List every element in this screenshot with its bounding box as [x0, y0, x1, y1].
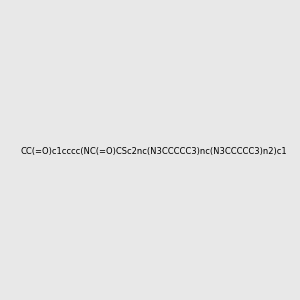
Text: CC(=O)c1cccc(NC(=O)CSc2nc(N3CCCCC3)nc(N3CCCCC3)n2)c1: CC(=O)c1cccc(NC(=O)CSc2nc(N3CCCCC3)nc(N3…	[20, 147, 287, 156]
